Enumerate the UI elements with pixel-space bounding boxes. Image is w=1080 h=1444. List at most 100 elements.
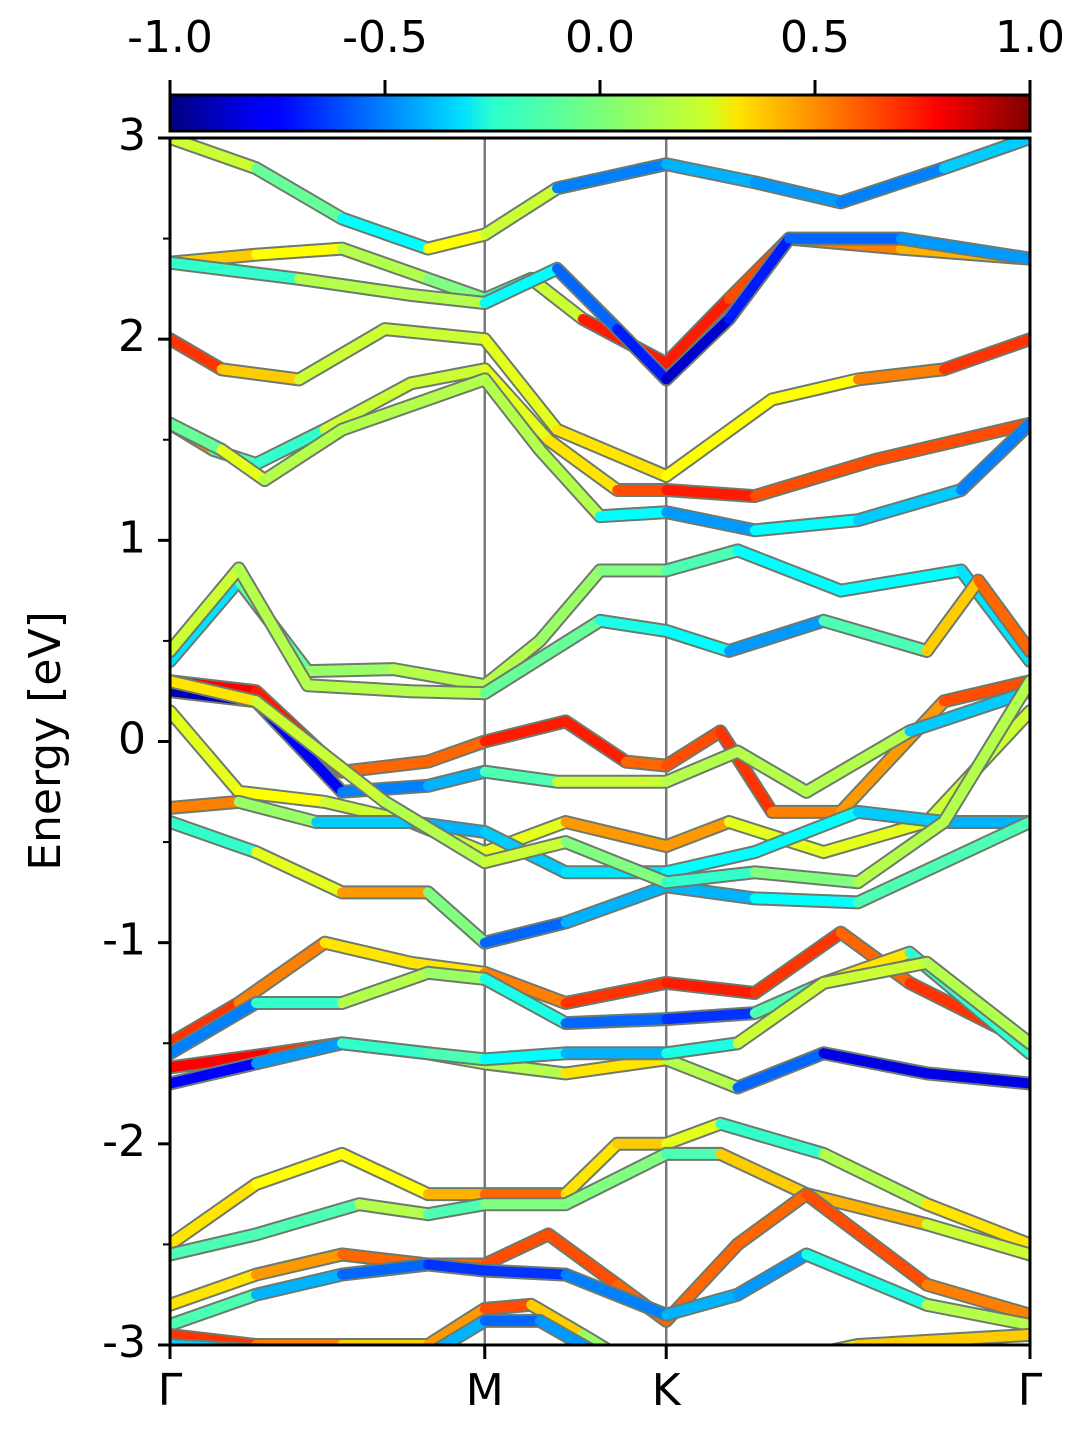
band-segment [801,1189,932,1230]
band-segment [661,817,734,852]
band-segment [170,418,227,455]
band-segment [835,163,949,208]
band-segment [251,1269,347,1300]
band-segment [405,289,490,308]
plot-area: 3 2 1 0 -1 -2 -3 Γ M K Γ [102,110,1043,1416]
band-segment [170,563,244,656]
y-tick-label: 3 [118,110,146,161]
band-segment [380,796,490,868]
band-segment [479,334,562,435]
band-segment [749,515,863,536]
band-segment [170,998,261,1059]
band-segment [423,229,490,254]
band-segment [170,334,227,375]
band-segment [818,1148,932,1210]
colorbar: -1.0 -0.5 0.0 0.5 1.0 [127,12,1065,133]
band-segment [939,676,1030,707]
band-segment [526,1299,588,1340]
band-segment [577,1329,610,1345]
band-segment [479,967,571,1008]
band-segment [661,394,777,481]
band-segment [661,293,734,369]
band-segment [479,817,571,858]
band-segment [560,716,631,767]
band-segment [170,1048,279,1073]
band-segment [939,334,1030,375]
band-segment [732,1249,812,1300]
x-tick-label: K [652,1365,682,1416]
band-segment [661,545,743,576]
band-segment [921,575,984,656]
band-segment [560,1138,623,1200]
band-segment [170,706,244,797]
band-segment [423,967,490,984]
band-segment [661,1054,743,1093]
band-segment [853,364,949,385]
band-segment [560,1269,672,1320]
band-segment [560,817,672,852]
x-tick-label: M [466,1365,504,1416]
band-segment [294,273,416,300]
band-segment [661,159,760,188]
band-segment [870,418,1030,465]
band-segment [661,314,734,385]
band-segment [661,977,760,998]
band-segment [921,1199,1030,1250]
band-segment [479,1048,571,1065]
band-segment [479,1299,537,1314]
band-segment [732,1189,812,1250]
band-segment [337,1038,433,1059]
band-segment [552,159,672,194]
colorbar-tick-label: -0.5 [342,12,428,63]
band-segment [560,837,672,888]
band-segment [302,680,416,697]
band-segment [251,1199,365,1240]
band-segment [661,507,760,536]
band-segment [337,780,433,797]
y-tick-label: 0 [118,714,146,765]
band-segment [423,736,490,767]
band-segment [732,746,812,797]
band-segment [170,796,244,813]
band-segment [479,837,571,868]
y-tick-label: -1 [102,915,146,966]
band-segment [732,545,846,596]
band-6 [170,372,1030,538]
band-segment [661,867,760,888]
band-segment [479,364,554,445]
band-segment [251,1249,347,1280]
band-8 [170,561,1030,701]
colorbar-tick-label: 0.5 [780,12,850,63]
band-segment [405,686,490,699]
y-tick-label: 1 [118,512,146,563]
band-segment [170,1058,261,1089]
band-segment [661,1118,726,1149]
band-segment [534,1315,593,1345]
band-segment [749,806,863,858]
x-tick-label: Γ [158,1365,183,1416]
colorbar-tick-label: -1.0 [127,12,213,63]
band-segment [423,1259,490,1276]
band-segment [170,1229,261,1260]
band-segment [661,881,760,904]
band-18 [170,955,1030,1091]
band-segment [853,1329,1030,1345]
band-segment [661,1038,743,1059]
band-segment [833,1340,863,1345]
band-segment [595,507,672,522]
x-tick-label: Γ [1018,1365,1043,1416]
band-segment [973,575,1030,656]
colorbar-gradient [168,93,1032,133]
band-segment [170,1269,261,1310]
band-segment [801,1189,932,1290]
band-segment [749,927,846,998]
band-segment [543,434,623,495]
band-segment [956,418,1030,495]
band-segment [380,324,490,345]
band-segment [479,374,545,455]
band-segment [337,243,433,284]
band-segment [921,1299,1030,1330]
band-segment [233,796,322,827]
band-segment [216,364,304,385]
band-segment [233,786,330,807]
